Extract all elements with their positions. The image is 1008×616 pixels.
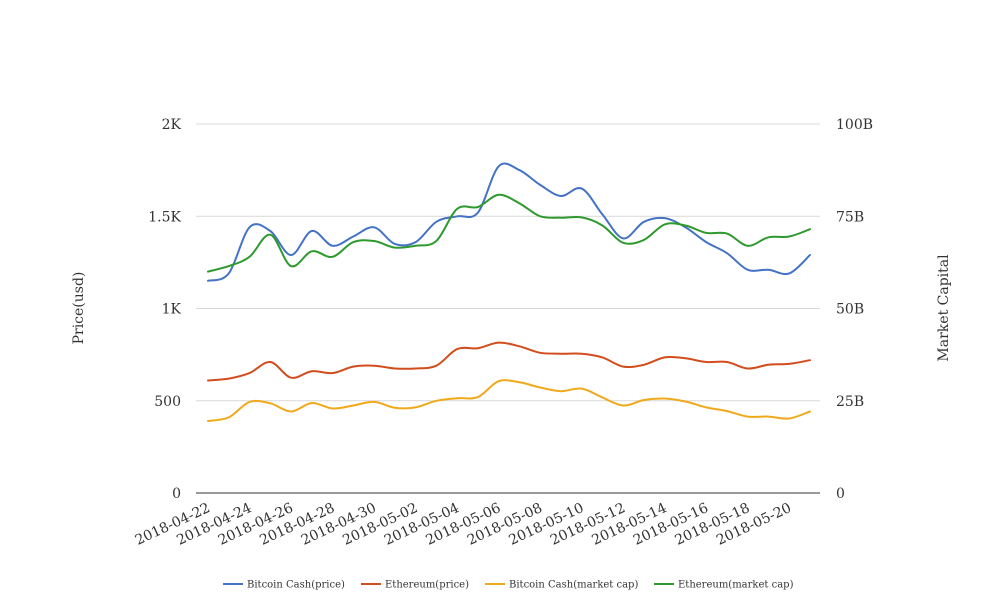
legend-label: Ethereum(price) <box>385 580 469 591</box>
left-tick-label: 0 <box>172 486 181 502</box>
series-line-bitcoin-cash-market-cap <box>207 379 811 422</box>
right-tick-label: 0 <box>836 486 845 502</box>
left-tick-label: 500 <box>154 394 181 410</box>
legend-item-bitcoin-cash-market-cap[interactable]: Bitcoin Cash(market cap) <box>485 580 638 591</box>
series-line-ethereum-price <box>207 341 811 382</box>
x-axis-ticks: 2018-04-222018-04-242018-04-262018-04-28… <box>133 500 794 549</box>
legend-label: Bitcoin Cash(market cap) <box>509 580 638 591</box>
right-axis-ticks: 0 25B 50B 75B 100B <box>836 117 873 502</box>
right-axis-title: Market Capital <box>936 254 952 362</box>
right-tick-label: 50B <box>836 302 864 318</box>
right-tick-label: 25B <box>836 394 864 410</box>
legend-label: Ethereum(market cap) <box>678 580 794 591</box>
right-tick-label: 100B <box>836 117 873 133</box>
series-line-ethereum-market-cap <box>207 193 811 273</box>
left-axis-ticks: 0 500 1K 1.5K 2K <box>148 117 181 502</box>
legend-item-bitcoin-cash-price[interactable]: Bitcoin Cash(price) <box>223 580 345 591</box>
legend-item-ethereum-market-cap[interactable]: Ethereum(market cap) <box>654 580 794 591</box>
legend[interactable]: Bitcoin Cash(price) Ethereum(price) Bitcoi… <box>223 580 794 591</box>
left-tick-label: 1.5K <box>148 209 181 225</box>
grid-lines <box>196 123 820 494</box>
series-lines <box>207 162 811 422</box>
left-axis-title: Price(usd) <box>71 272 87 345</box>
legend-item-ethereum-price[interactable]: Ethereum(price) <box>361 580 469 591</box>
right-tick-label: 75B <box>836 209 864 225</box>
legend-label: Bitcoin Cash(price) <box>247 580 345 591</box>
series-line-bitcoin-cash-price <box>207 162 811 282</box>
left-tick-label: 1K <box>162 302 182 318</box>
left-tick-label: 2K <box>162 117 182 133</box>
